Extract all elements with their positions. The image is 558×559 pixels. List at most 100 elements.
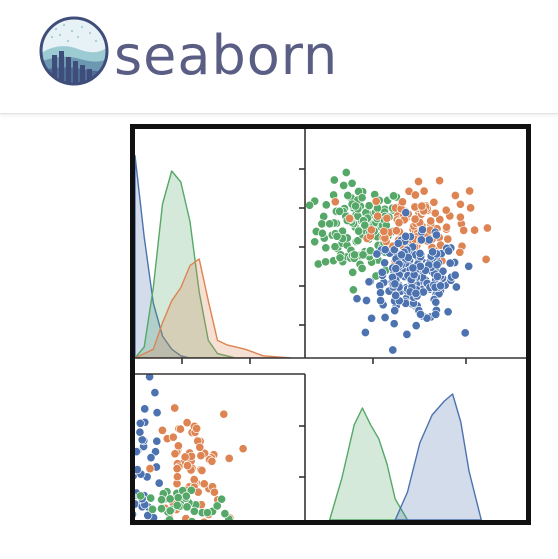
scatter-point-green	[156, 504, 167, 514]
scatter-point-green	[325, 219, 335, 229]
scatter-point-green	[348, 267, 358, 277]
axes-layer	[135, 129, 526, 520]
scatter-point-green	[189, 506, 199, 516]
scatter-point-orange	[455, 199, 465, 209]
kde-area-green	[135, 170, 237, 358]
scatter-point-orange	[238, 444, 248, 454]
scatter-point-green	[182, 502, 192, 512]
scatter-point-blue	[424, 235, 434, 245]
scatter-point-orange	[470, 225, 480, 235]
scatter-point-blue	[152, 408, 162, 418]
seaborn-logo-icon[interactable]	[38, 15, 110, 87]
scatter-point-green	[357, 263, 367, 273]
scatter-point-orange	[441, 205, 451, 215]
scatter-point-blue	[146, 453, 156, 463]
scatter-point-blue	[352, 294, 362, 304]
scatter-point-blue	[431, 297, 441, 307]
scatter-point-green	[310, 237, 320, 247]
scatter-point-green	[146, 493, 156, 503]
scatter-point-green	[358, 250, 368, 260]
scatter-point-green	[202, 508, 212, 518]
scatter-point-orange	[170, 403, 180, 413]
scatter-point-green	[321, 257, 331, 267]
scatter-point-green	[157, 495, 167, 505]
scatter-point-orange	[175, 424, 185, 434]
scatter-top-right-panel	[305, 167, 492, 355]
scatter-point-blue	[390, 306, 400, 316]
scatter-point-green	[165, 494, 175, 504]
scatter-point-orange	[157, 425, 167, 435]
brand-name[interactable]: seaborn	[114, 24, 339, 87]
scatter-point-green	[173, 493, 183, 503]
scatter-point-orange	[410, 214, 420, 224]
scatter-point-green	[217, 494, 227, 504]
scatter-point-green	[351, 201, 361, 211]
scatter-point-green	[360, 220, 370, 230]
scatter-point-blue	[391, 290, 401, 301]
scatter-point-blue	[396, 250, 407, 260]
kde-area-blue	[394, 393, 482, 520]
scatter-point-blue	[438, 266, 448, 276]
scatter-point-green	[354, 226, 364, 236]
scatter-point-blue	[154, 478, 164, 488]
scatter-point-green	[389, 191, 399, 201]
scatter-point-orange	[430, 208, 440, 218]
scatter-point-orange	[199, 479, 209, 489]
scatter-point-green	[335, 206, 345, 216]
scatter-point-blue	[135, 418, 145, 428]
kde-bottom-right-panel	[328, 393, 482, 520]
scatter-point-green	[136, 491, 146, 501]
scatter-point-blue	[432, 260, 442, 270]
scatter-point-green	[317, 219, 327, 229]
scatter-point-orange	[455, 247, 465, 257]
scatter-point-green	[220, 509, 230, 519]
scatter-point-blue	[145, 374, 155, 382]
scatter-point-blue	[436, 281, 446, 291]
scatter-point-blue	[135, 510, 138, 519]
scatter-point-orange	[330, 197, 340, 207]
scatter-point-orange	[481, 254, 491, 264]
scatter-point-blue	[389, 245, 399, 255]
scatter-point-orange	[366, 225, 376, 235]
scatter-point-green	[187, 517, 197, 520]
scatter-point-blue	[415, 309, 426, 319]
scatter-point-green	[165, 506, 175, 516]
scatter-point-green	[332, 231, 342, 241]
scatter-point-orange	[200, 517, 208, 520]
scatter-point-orange	[195, 442, 205, 452]
scatter-point-blue	[367, 313, 377, 323]
kde-area-orange	[135, 258, 292, 358]
scatter-point-orange	[180, 452, 190, 462]
scatter-point-green	[347, 178, 357, 188]
scatter-point-blue	[408, 263, 418, 273]
scatter-point-blue	[364, 277, 374, 287]
scatter-point-blue	[415, 261, 425, 271]
scatter-point-blue	[401, 231, 411, 241]
scatter-point-blue	[137, 435, 147, 445]
scatter-point-green	[321, 243, 331, 253]
scatter-point-blue	[402, 329, 412, 339]
scatter-point-blue	[464, 261, 474, 271]
scatter-point-blue	[388, 345, 398, 355]
scatter-point-orange	[410, 190, 420, 200]
kde-area-green	[328, 407, 409, 520]
scatter-point-orange	[145, 464, 155, 474]
pairplot-chart	[130, 124, 531, 525]
scatter-point-orange	[189, 475, 199, 485]
site-header: seaborn	[0, 0, 558, 114]
scatter-point-orange	[417, 201, 427, 211]
scatter-point-orange	[196, 451, 206, 461]
scatter-point-blue	[431, 230, 442, 240]
scatter-point-blue	[152, 436, 162, 446]
scatter-point-blue	[417, 225, 428, 235]
scatter-point-orange	[219, 409, 229, 419]
scatter-point-blue	[143, 510, 153, 520]
scatter-point-orange	[435, 176, 445, 186]
kde-top-left-panel	[135, 154, 292, 358]
scatter-point-orange	[435, 214, 445, 225]
scatter-point-orange	[465, 186, 475, 196]
scatter-point-orange	[455, 212, 465, 222]
scatter-point-green	[135, 492, 137, 500]
scatter-point-orange	[224, 453, 234, 463]
scatter-point-green	[165, 515, 175, 520]
